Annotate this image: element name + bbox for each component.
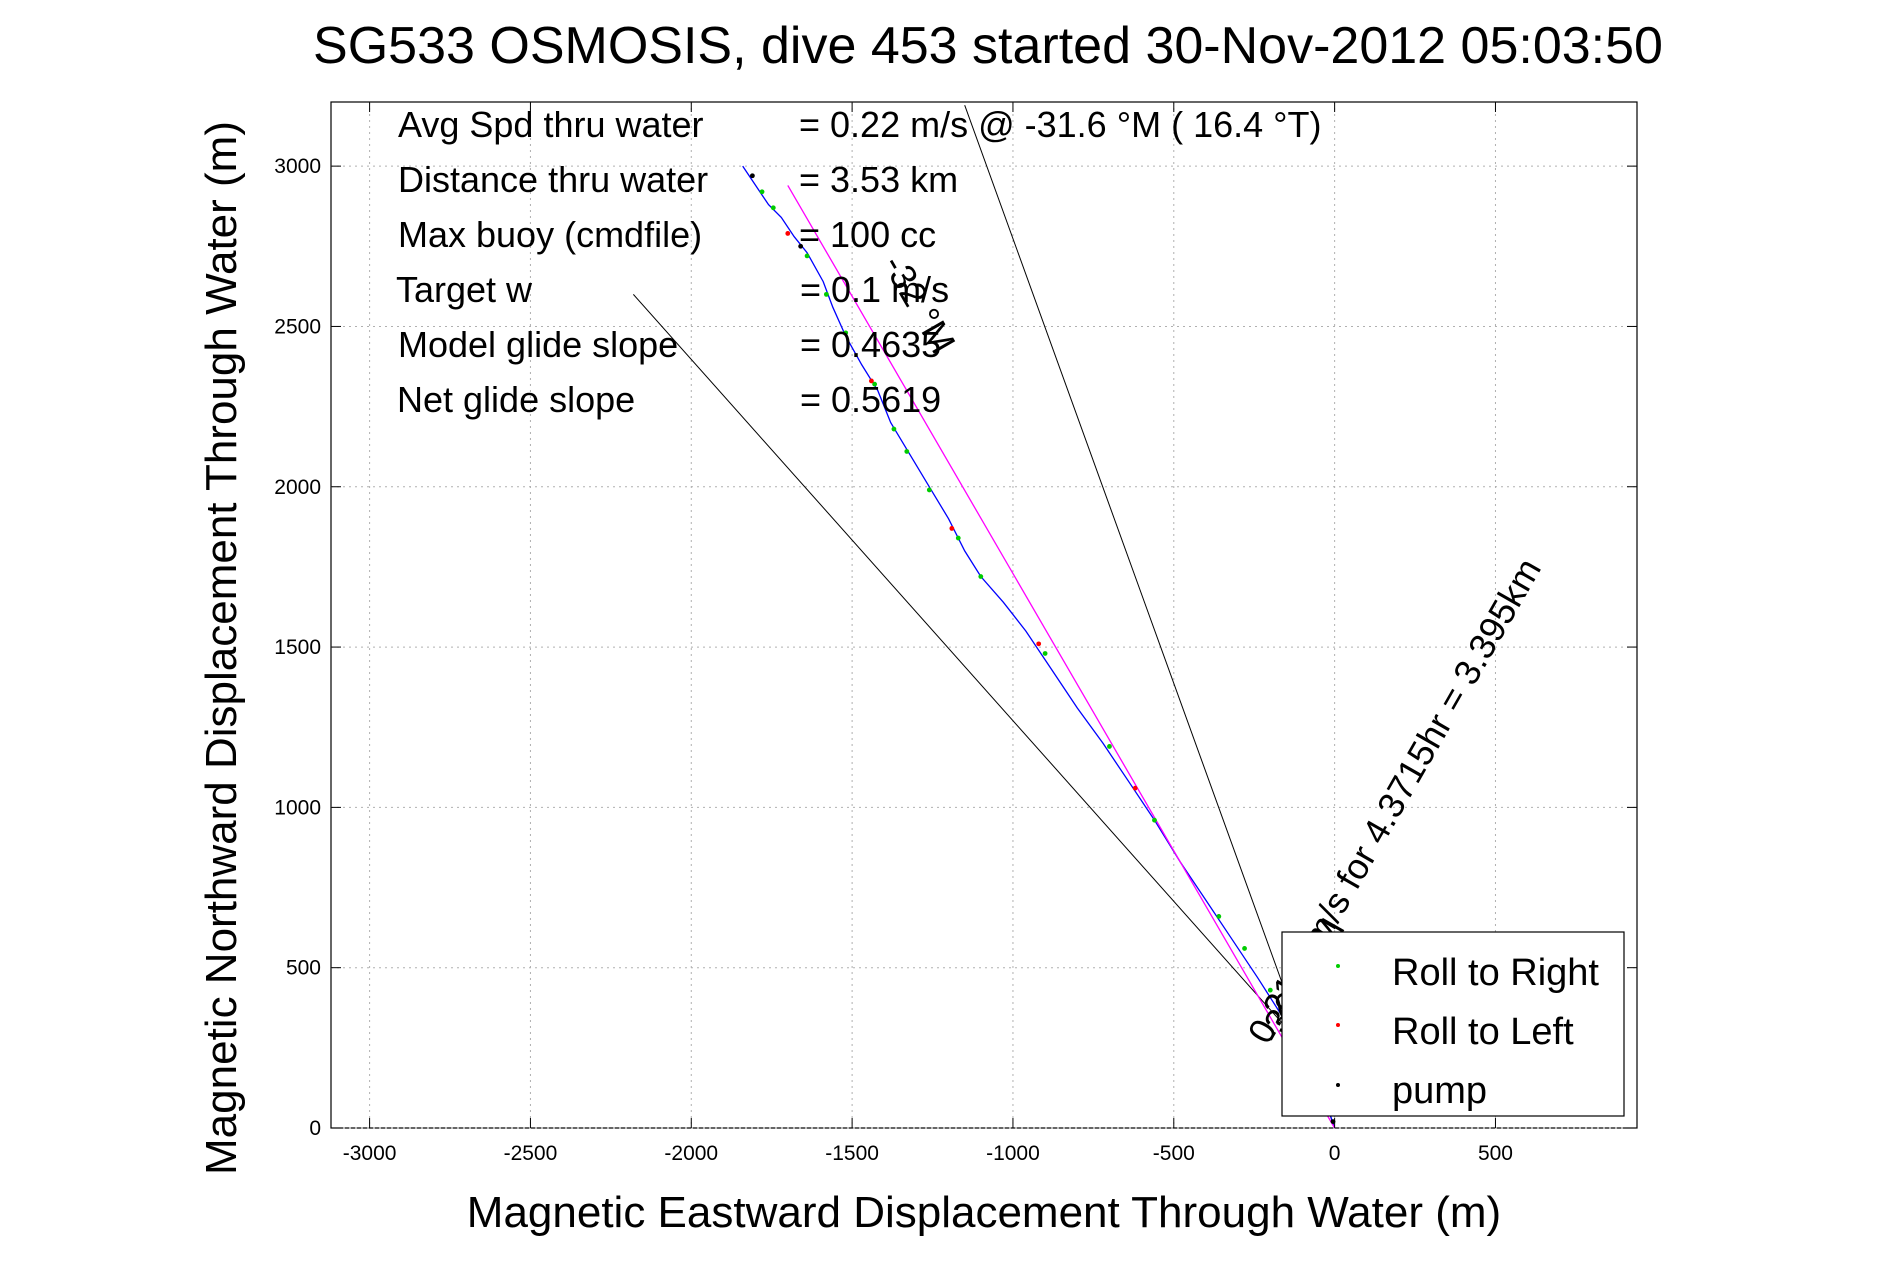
legend-swatch-roll-left: [1336, 1023, 1340, 1027]
y-tick-label: 2000: [274, 476, 321, 499]
chart-title: SG533 OSMOSIS, dive 453 started 30-Nov-2…: [313, 17, 1663, 75]
x-tick-label: -2500: [504, 1142, 558, 1165]
x-tick-label: -500: [1153, 1142, 1195, 1165]
marker-right: [1107, 744, 1112, 749]
y-tick-label: 0: [309, 1117, 321, 1140]
annotation-value: = 0.22 m/s @ -31.6 °M ( 16.4 °T): [799, 104, 1322, 145]
marker-group: [749, 173, 1336, 1124]
x-tick-label: -3000: [343, 1142, 397, 1165]
marker-right: [1216, 913, 1222, 919]
marker-right: [823, 291, 829, 297]
legend-swatch-pump: [1336, 1083, 1340, 1087]
marker-left: [1132, 785, 1138, 791]
marker-left: [785, 231, 791, 236]
annotation-value: = 0.5619: [800, 379, 941, 420]
marker-right: [1267, 987, 1273, 993]
marker-right: [978, 574, 984, 579]
x-tick-label: -2000: [664, 1142, 718, 1165]
annotation-label: Max buoy (cmdfile): [398, 214, 702, 255]
legend-label-roll-right: Roll to Right: [1392, 952, 1599, 994]
grid-lines: [331, 102, 1637, 1129]
marker-right: [926, 487, 932, 493]
marker-right: [904, 449, 910, 454]
annotation-label: Net glide slope: [397, 379, 635, 420]
x-tick-label: 0: [1329, 1142, 1341, 1165]
marker-left: [949, 526, 955, 531]
y-tick-label: 500: [286, 957, 321, 980]
y-tick-label: 2500: [274, 315, 321, 338]
series-line-net: [787, 185, 1336, 1129]
guide-lines: [633, 105, 1336, 1129]
annotation-value: = 0.4635: [800, 324, 941, 365]
annotation-label: Distance thru water: [398, 159, 708, 200]
marker-right: [955, 535, 961, 541]
marker-right: [891, 426, 897, 432]
annotation-label: Target w: [396, 269, 533, 310]
legend-swatch-roll-right: [1336, 964, 1340, 968]
marker-right: [1042, 651, 1048, 656]
marker-right: [804, 253, 810, 259]
annotation-value: = 100 cc: [799, 214, 936, 255]
marker-right: [843, 330, 849, 336]
annotation-value: = 3.53 km: [799, 159, 958, 200]
marker-pump: [749, 173, 755, 179]
annotation-label: Avg Spd thru water: [398, 104, 704, 145]
y-tick-label: 1500: [274, 636, 321, 659]
x-tick-label: 500: [1478, 1142, 1513, 1165]
guide-line: [633, 294, 1319, 1065]
annotation-label: Model glide slope: [398, 324, 678, 365]
marker-pump: [798, 243, 804, 249]
guide-line: [964, 105, 1336, 1129]
y-tick-label: 1000: [274, 796, 321, 819]
x-tick-label: -1500: [825, 1142, 879, 1165]
marker-right: [759, 189, 765, 195]
marker-right: [872, 381, 878, 387]
marker-left: [869, 378, 874, 384]
marker-right: [1152, 817, 1157, 823]
legend: Roll to Right Roll to Left pump: [1281, 931, 1625, 1117]
legend-label-pump: pump: [1392, 1070, 1487, 1112]
marker-left: [1036, 641, 1042, 647]
marker-right: [770, 205, 776, 211]
tick-labels: -3000 -2500 -2000 -1500 -1000 -500 0 500 0 500 100…: [274, 102, 1637, 1165]
x-axis-label: Magnetic Eastward Displacement Through W…: [467, 1188, 1501, 1237]
y-tick-label: 3000: [274, 155, 321, 178]
x-tick-label: -1000: [986, 1142, 1040, 1165]
marker-right: [1242, 946, 1247, 951]
y-axis-label: Magnetic Northward Displacement Through …: [197, 121, 246, 1175]
annotation-value: = 0.1 m/s: [800, 269, 949, 310]
legend-label-roll-left: Roll to Left: [1392, 1011, 1574, 1053]
